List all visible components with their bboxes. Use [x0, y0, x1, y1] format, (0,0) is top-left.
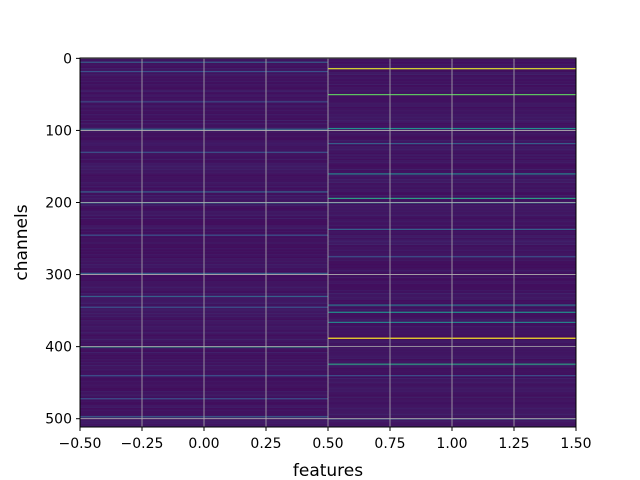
x-axis-label: features — [293, 461, 363, 480]
x-axis-ticks: −0.50 −0.25 0.00 0.25 0.50 0.75 1.00 1.25 1.50 — [59, 427, 592, 452]
y-tick-label: 0 — [63, 51, 72, 67]
x-tick-label: 0.00 — [188, 436, 219, 452]
x-tick-label: 0.25 — [250, 436, 281, 452]
x-tick-label: 1.00 — [436, 436, 467, 452]
y-tick-label: 100 — [45, 123, 72, 139]
x-tick-label: −0.25 — [121, 436, 164, 452]
y-axis-ticks: 0 100 200 300 400 500 — [45, 51, 80, 428]
x-tick-label: 1.25 — [498, 436, 529, 452]
x-tick-label: 0.50 — [312, 436, 343, 452]
y-tick-label: 500 — [45, 412, 72, 428]
y-tick-label: 200 — [45, 196, 72, 212]
x-tick-label: −0.50 — [59, 436, 102, 452]
y-tick-label: 300 — [45, 268, 72, 284]
y-tick-label: 400 — [45, 340, 72, 356]
x-tick-label: 1.50 — [560, 436, 591, 452]
x-tick-label: 0.75 — [374, 436, 405, 452]
y-axis-label: channels — [12, 204, 32, 280]
